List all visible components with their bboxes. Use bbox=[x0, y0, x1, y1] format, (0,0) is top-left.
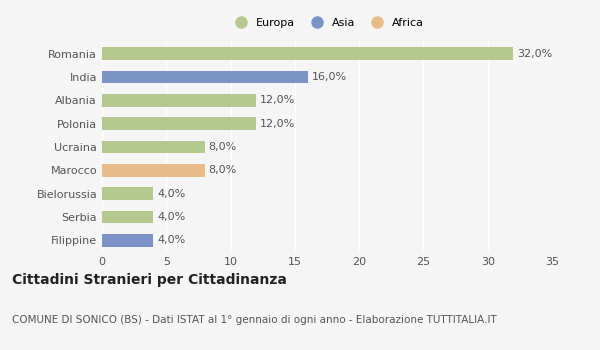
Bar bbox=[102, 141, 205, 153]
Bar bbox=[102, 71, 308, 83]
Bar bbox=[102, 94, 256, 107]
Text: Cittadini Stranieri per Cittadinanza: Cittadini Stranieri per Cittadinanza bbox=[12, 273, 287, 287]
Bar bbox=[102, 211, 154, 223]
Text: 8,0%: 8,0% bbox=[209, 142, 237, 152]
Legend: Europa, Asia, Africa: Europa, Asia, Africa bbox=[226, 13, 428, 32]
Bar bbox=[102, 47, 514, 60]
Text: 4,0%: 4,0% bbox=[157, 212, 185, 222]
Text: 12,0%: 12,0% bbox=[260, 95, 295, 105]
Text: COMUNE DI SONICO (BS) - Dati ISTAT al 1° gennaio di ogni anno - Elaborazione TUT: COMUNE DI SONICO (BS) - Dati ISTAT al 1°… bbox=[12, 315, 497, 325]
Bar bbox=[102, 164, 205, 177]
Text: 8,0%: 8,0% bbox=[209, 165, 237, 175]
Text: 16,0%: 16,0% bbox=[311, 72, 347, 82]
Bar bbox=[102, 117, 256, 130]
Bar bbox=[102, 187, 154, 200]
Text: 4,0%: 4,0% bbox=[157, 235, 185, 245]
Text: 4,0%: 4,0% bbox=[157, 189, 185, 199]
Bar bbox=[102, 234, 154, 247]
Text: 32,0%: 32,0% bbox=[517, 49, 553, 59]
Text: 12,0%: 12,0% bbox=[260, 119, 295, 129]
